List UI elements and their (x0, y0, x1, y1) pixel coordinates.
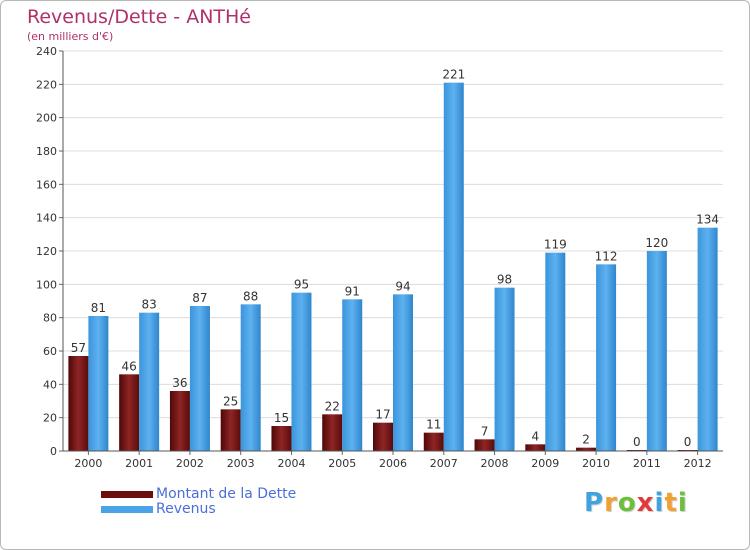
bar-revenus (88, 316, 109, 451)
x-tick-label: 2001 (125, 457, 153, 470)
data-label-dette: 0 (633, 435, 641, 449)
data-label-dette: 46 (122, 359, 137, 373)
data-label-revenus: 91 (345, 284, 360, 298)
bar-dette (423, 432, 444, 451)
bar-revenus (545, 252, 566, 451)
y-tick-label: 200 (36, 112, 57, 125)
data-label-dette: 17 (375, 408, 390, 422)
data-label-dette: 57 (71, 341, 86, 355)
x-tick-label: 2004 (277, 457, 305, 470)
data-label-dette: 7 (481, 424, 489, 438)
bar-dette (119, 374, 140, 451)
data-label-revenus: 221 (442, 68, 465, 82)
bar-revenus (393, 294, 413, 451)
logo-letter: i (677, 488, 688, 518)
bar-revenus (291, 292, 312, 451)
logo-letter: t (664, 488, 678, 518)
data-label-revenus: 112 (595, 249, 618, 263)
x-tick-label: 2012 (684, 457, 712, 470)
bar-revenus (342, 299, 363, 451)
bar-dette (474, 439, 495, 451)
logo-letter: x (636, 488, 655, 518)
x-tick-label: 2011 (633, 457, 661, 470)
x-tick-label: 2006 (379, 457, 407, 470)
data-label-revenus: 83 (142, 298, 157, 312)
y-tick-label: 40 (43, 378, 57, 391)
bar-dette (525, 444, 546, 451)
x-tick-label: 2005 (328, 457, 356, 470)
x-tick-label: 2007 (430, 457, 458, 470)
data-label-revenus: 88 (243, 289, 258, 303)
logo-letter: o (617, 488, 637, 518)
legend-swatch-revenus (101, 506, 153, 513)
bar-dette (576, 447, 597, 451)
data-label-revenus: 95 (294, 278, 309, 292)
bar-revenus (596, 264, 617, 451)
bar-revenus (697, 227, 718, 451)
bar-dette (68, 356, 89, 451)
bar-dette (322, 414, 343, 451)
data-label-revenus: 87 (192, 291, 207, 305)
y-tick-label: 240 (36, 45, 57, 58)
logo-letter: i (654, 488, 665, 518)
proxiti-logo: Proxiti (584, 488, 688, 518)
bar-dette (220, 409, 241, 451)
x-tick-label: 2010 (582, 457, 610, 470)
x-tick-label: 2009 (531, 457, 559, 470)
data-label-dette: 22 (325, 399, 340, 413)
legend-label-dette: Montant de la Dette (156, 486, 297, 502)
data-label-revenus: 81 (91, 301, 106, 315)
y-tick-label: 180 (36, 145, 57, 158)
y-tick-label: 60 (43, 345, 57, 358)
bar-revenus (646, 251, 667, 451)
data-label-revenus: 134 (696, 213, 719, 227)
data-label-dette: 0 (684, 435, 692, 449)
y-tick-label: 120 (36, 245, 57, 258)
y-tick-label: 0 (50, 445, 57, 458)
y-tick-label: 220 (36, 78, 57, 91)
data-label-dette: 25 (223, 394, 238, 408)
bar-dette (271, 426, 292, 451)
x-tick-label: 2000 (74, 457, 102, 470)
chart-subtitle: (en milliers d'€) (27, 30, 114, 43)
y-tick-label: 20 (43, 412, 57, 425)
data-label-dette: 4 (531, 429, 539, 443)
data-label-revenus: 119 (544, 238, 567, 252)
bar-revenus (240, 304, 261, 451)
y-tick-label: 160 (36, 178, 57, 191)
bar-revenus (189, 306, 210, 451)
data-label-revenus: 120 (645, 236, 668, 250)
x-tick-label: 2003 (227, 457, 255, 470)
bar-dette (373, 422, 393, 451)
x-tick-label: 2008 (481, 457, 509, 470)
x-tick-label: 2002 (176, 457, 204, 470)
legend-label-revenus: Revenus (156, 501, 216, 517)
y-tick-label: 80 (43, 312, 57, 325)
data-label-dette: 2 (582, 433, 590, 447)
chart-title: Revenus/Dette - ANTHé (27, 6, 251, 28)
bar-revenus (443, 82, 464, 452)
data-label-revenus: 98 (497, 273, 512, 287)
y-tick-label: 100 (36, 278, 57, 291)
data-label-revenus: 94 (395, 279, 410, 293)
data-label-dette: 15 (274, 411, 289, 425)
y-tick-label: 140 (36, 212, 57, 225)
bar-dette (169, 391, 190, 451)
legend-swatch-dette (101, 491, 153, 498)
data-label-dette: 36 (172, 376, 187, 390)
logo-letter: P (584, 488, 605, 518)
bar-revenus (494, 287, 515, 451)
logo-letter: r (604, 488, 618, 518)
bar-revenus (139, 312, 160, 451)
data-label-dette: 11 (426, 418, 441, 432)
